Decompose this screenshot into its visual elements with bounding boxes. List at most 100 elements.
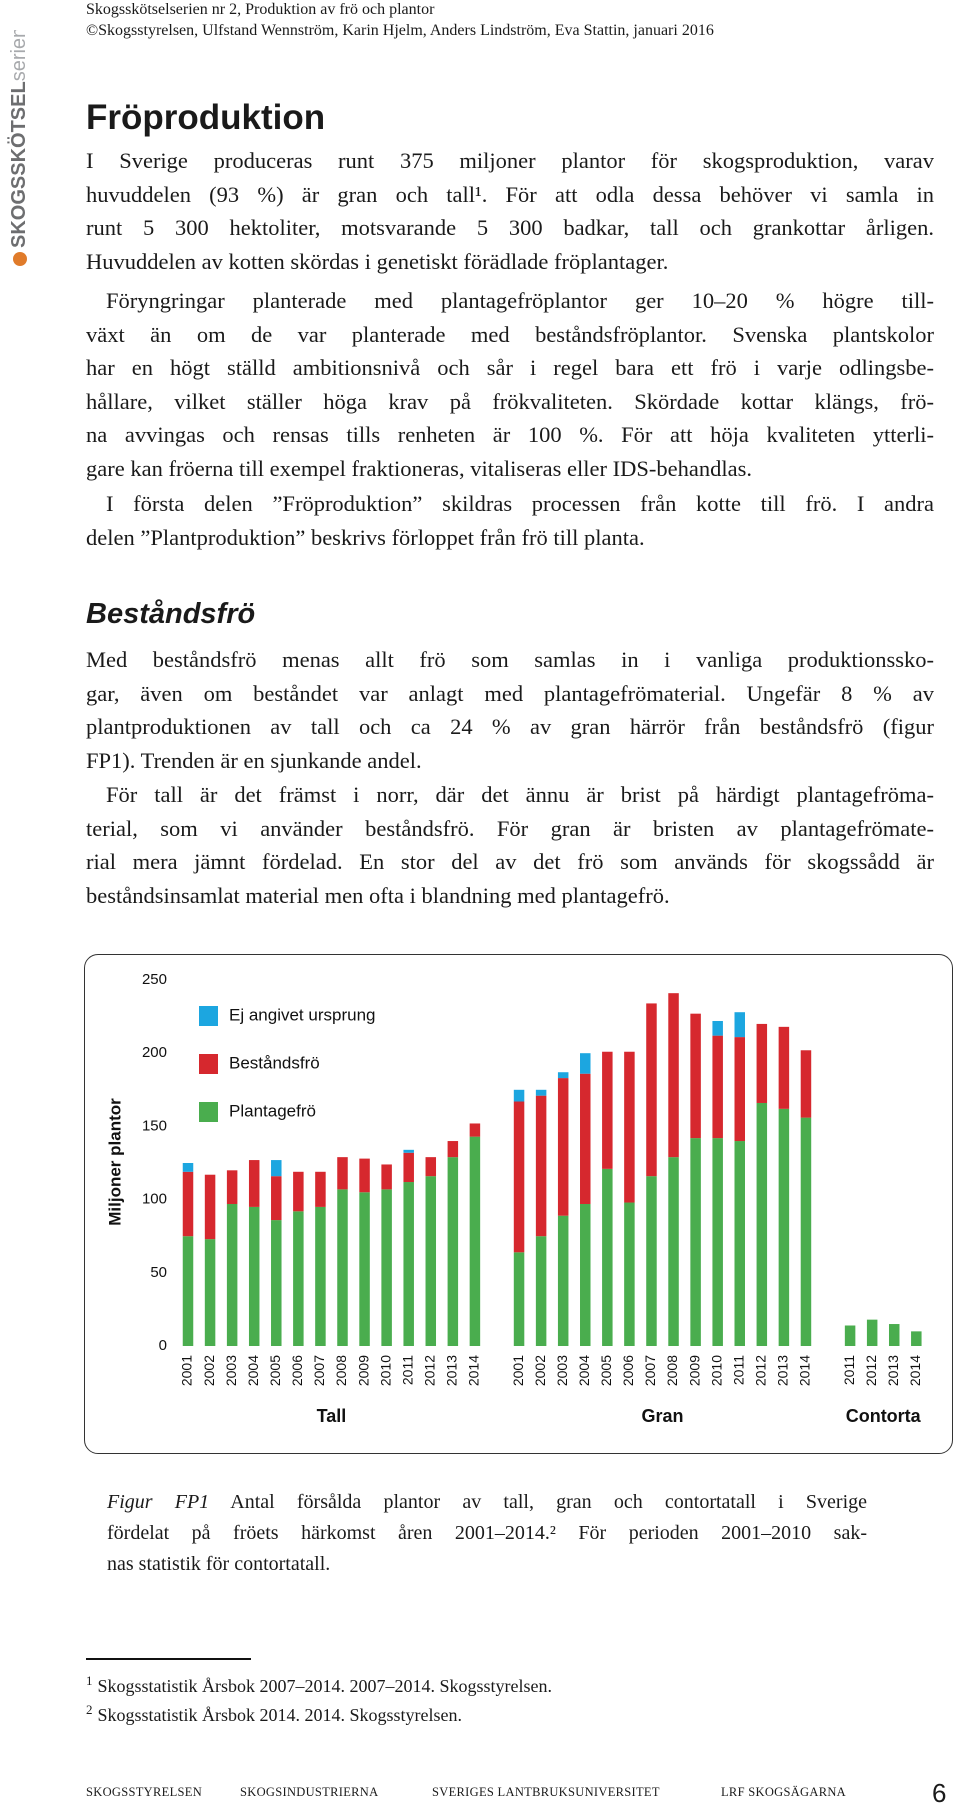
x-tick-label: 2010 — [708, 1355, 724, 1386]
bar-segment — [337, 1189, 348, 1346]
paragraph: I Sverige produceras runt 375 miljoner p… — [86, 144, 934, 278]
paragraph: Föryngringar planterade med plantagefröp… — [86, 284, 934, 486]
bar-segment — [226, 1203, 238, 1346]
x-tick-label: 2012 — [863, 1355, 879, 1386]
x-tick-label: 2004 — [576, 1355, 592, 1386]
text-line: plantproduktionen av tall och ca 24 % av… — [86, 714, 934, 740]
text-line: I första delen ”Fröproduktion” skildras … — [106, 491, 934, 516]
x-tick-label: 2008 — [333, 1355, 349, 1386]
x-tick-label: 2011 — [841, 1355, 857, 1385]
bar-segment — [271, 1160, 282, 1177]
text-line: I Sverige produceras runt 375 miljoner p… — [86, 148, 934, 173]
bar-segment — [866, 1319, 878, 1346]
bar-segment — [800, 1050, 812, 1118]
x-tick-label: 2006 — [289, 1355, 305, 1386]
bar-segment — [403, 1152, 414, 1183]
x-tick-label: 2005 — [598, 1355, 614, 1386]
bar-segment — [800, 1117, 812, 1346]
bar-segment — [712, 1020, 723, 1036]
x-tick-label: 2004 — [245, 1355, 261, 1386]
publisher: SVERIGES LANTBRUKSUNIVERSITET — [432, 1785, 660, 1799]
text-line: gar, även om beståndet var anlagt med pl… — [86, 680, 934, 706]
bar-segment — [315, 1206, 326, 1346]
publisher: SKOGSINDUSTRIERNA — [240, 1785, 379, 1799]
text-line: delen ”Plantproduktion” beskrivs förlopp… — [86, 524, 645, 550]
bar-segment — [226, 1170, 238, 1204]
caption: Figur FP1 Antal försålda plantor av tall… — [107, 1487, 867, 1580]
chart-frame — [84, 954, 953, 1454]
bar-segment — [602, 1051, 613, 1169]
bar-segment — [182, 1163, 194, 1172]
bar-segment — [381, 1164, 392, 1190]
text-line: växt än om de var planterade med bestånd… — [86, 321, 934, 347]
bar-segment — [248, 1206, 260, 1346]
x-tick-label: 2009 — [686, 1355, 702, 1386]
text-line: har en högt ställd ambitionsnivå och sår… — [86, 355, 934, 381]
paragraph: I första delen ”Fröproduktion” skildras … — [86, 487, 934, 554]
bar-segment — [204, 1239, 216, 1346]
bar-segment — [888, 1324, 900, 1346]
text-line: terial, som vi använder beståndsfrö. För… — [86, 815, 934, 841]
bar-segment — [513, 1101, 525, 1253]
bar-segment — [469, 1123, 481, 1137]
x-tick-label: 2013 — [775, 1355, 791, 1386]
bar-segment — [734, 1037, 745, 1142]
legend-label: Beståndsfrö — [229, 1053, 320, 1072]
bar-segment — [182, 1236, 194, 1346]
x-tick-label: 2009 — [355, 1355, 371, 1386]
x-tick-label: 2011 — [399, 1355, 415, 1385]
caption-line: nas statistik för contortatall. — [107, 1549, 867, 1580]
paragraph: Med beståndsfrö menas allt frö som samla… — [86, 643, 934, 777]
x-tick-label: 2012 — [753, 1355, 769, 1386]
publisher: LRF SKOGSÄGARNA — [721, 1785, 847, 1799]
bar-segment — [646, 1176, 657, 1346]
legend-swatch — [199, 1102, 218, 1122]
text-line: Med beståndsfrö menas allt frö som samla… — [86, 647, 934, 672]
bar-segment — [734, 1012, 745, 1038]
bar-segment — [624, 1202, 635, 1346]
caption-text: fördelat på fröets härkomst åren 2001–20… — [107, 1522, 867, 1544]
bar-segment — [646, 1003, 657, 1177]
bar-segment — [580, 1073, 591, 1204]
bar-segment — [911, 1331, 922, 1346]
group-label: Contorta — [846, 1406, 922, 1426]
bar-segment — [624, 1051, 635, 1203]
bar-segment — [535, 1236, 547, 1346]
bar-segment — [756, 1102, 768, 1346]
bar-segment — [690, 1138, 701, 1346]
sidebar: SKOGSSKÖTSELserien — [7, 30, 30, 266]
text-line: Föryngringar planterade med plantagefröp… — [106, 288, 934, 313]
bar-segment — [535, 1095, 547, 1237]
x-tick-label: 2003 — [554, 1355, 570, 1386]
x-tick-label: 2010 — [377, 1355, 393, 1386]
y-tick-label: 50 — [150, 1264, 167, 1281]
text-line: huvuddelen (93 %) är gran och tall¹. För… — [86, 181, 934, 207]
caption-label: Figur FP1 — [107, 1491, 210, 1513]
y-tick-label: 200 — [142, 1044, 167, 1061]
y-tick-label: 250 — [142, 971, 167, 988]
bar-segment — [381, 1189, 392, 1346]
header-credits: ©Skogsstyrelsen, Ulfstand Wennström, Kar… — [86, 22, 714, 39]
footnote-text: Skogsstatistik Årsbok 2007–2014. 2007–20… — [97, 1676, 553, 1696]
legend-label: Ej angivet ursprung — [229, 1005, 375, 1024]
group-label: Tall — [317, 1406, 347, 1426]
footnote-rule — [86, 1658, 251, 1660]
text-line: FP1). Trenden är en sjunkande andel. — [86, 747, 422, 773]
brand: SKOGSSKÖTSEL — [7, 81, 30, 248]
text-line: rial mera jämnt fördelad. En stor del av… — [86, 849, 934, 875]
bar-segment — [293, 1171, 304, 1212]
bar-segment — [734, 1141, 745, 1346]
bar-segment — [557, 1215, 569, 1346]
x-tick-label: 2008 — [664, 1355, 680, 1386]
paragraph: För tall är det främst i norr, där det ä… — [86, 778, 934, 912]
x-tick-label: 2014 — [907, 1355, 923, 1386]
bar-segment — [778, 1108, 790, 1346]
bar-segment — [513, 1252, 525, 1346]
x-tick-label: 2011 — [730, 1355, 746, 1385]
bar-segment — [602, 1168, 613, 1346]
bar-segment — [271, 1176, 282, 1221]
x-tick-label: 2007 — [642, 1355, 658, 1386]
bar-segment — [315, 1171, 326, 1207]
x-tick-label: 2001 — [510, 1355, 526, 1386]
